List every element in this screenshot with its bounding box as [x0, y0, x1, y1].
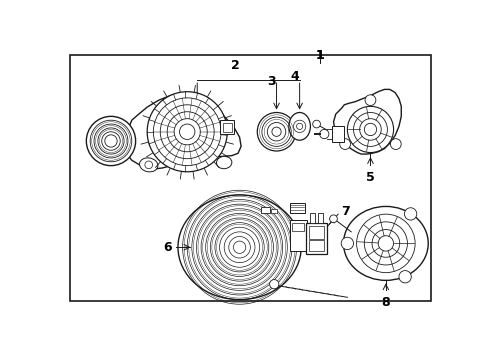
Bar	[306, 223, 327, 254]
Circle shape	[105, 135, 117, 147]
Polygon shape	[124, 94, 241, 169]
Ellipse shape	[289, 112, 311, 140]
Circle shape	[272, 127, 281, 136]
Circle shape	[296, 123, 303, 130]
Bar	[290, 203, 305, 213]
Circle shape	[233, 241, 246, 253]
Text: 2: 2	[231, 59, 240, 72]
Ellipse shape	[178, 195, 301, 300]
Bar	[271, 209, 277, 213]
Circle shape	[330, 215, 337, 222]
Circle shape	[270, 280, 279, 289]
Circle shape	[399, 271, 411, 283]
Bar	[261, 207, 270, 213]
Ellipse shape	[217, 156, 232, 169]
Circle shape	[86, 116, 136, 166]
Text: 6: 6	[163, 241, 172, 254]
Text: 8: 8	[382, 296, 390, 309]
Circle shape	[378, 236, 393, 251]
Circle shape	[347, 106, 393, 153]
Bar	[220, 120, 234, 134]
Bar	[309, 240, 324, 251]
Text: 7: 7	[341, 204, 350, 217]
Bar	[309, 226, 324, 239]
Circle shape	[340, 139, 350, 149]
Circle shape	[319, 130, 329, 139]
Circle shape	[147, 92, 227, 172]
Circle shape	[179, 124, 195, 139]
Bar	[332, 126, 343, 142]
Circle shape	[257, 112, 296, 151]
Circle shape	[341, 237, 354, 249]
Circle shape	[313, 120, 320, 128]
Bar	[311, 213, 315, 223]
Circle shape	[145, 161, 152, 169]
Bar	[290, 220, 307, 251]
Bar	[292, 223, 304, 231]
Text: 3: 3	[268, 75, 276, 88]
Polygon shape	[334, 89, 401, 154]
Text: 5: 5	[366, 171, 375, 184]
Circle shape	[365, 123, 377, 136]
Circle shape	[404, 208, 417, 220]
Ellipse shape	[343, 206, 428, 280]
Bar	[70, 55, 431, 301]
Text: 1: 1	[316, 49, 325, 62]
Circle shape	[391, 139, 401, 149]
Ellipse shape	[140, 158, 158, 172]
Text: 4: 4	[291, 70, 299, 83]
Text: 1: 1	[316, 49, 325, 62]
Bar	[222, 122, 232, 132]
Circle shape	[365, 95, 376, 105]
Bar	[318, 213, 323, 223]
